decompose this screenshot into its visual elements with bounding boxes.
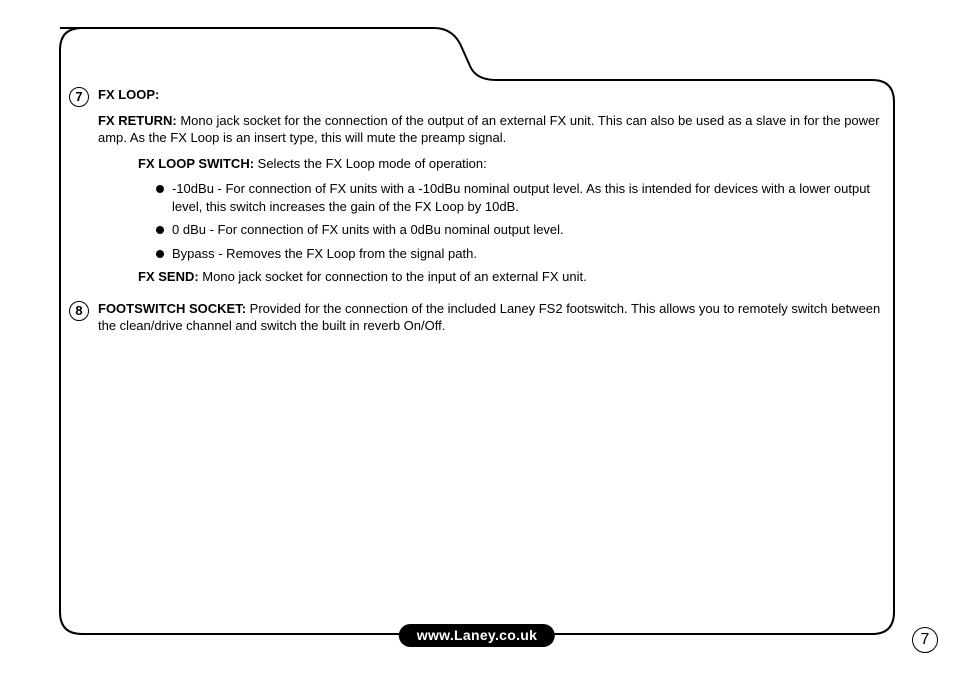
- item-8: 8 FOOTSWITCH SOCKET: Provided for the co…: [60, 300, 896, 343]
- bullet-bypass: Bypass - Removes the FX Loop from the si…: [98, 245, 896, 263]
- fx-return-text: Mono jack socket for the connection of t…: [98, 113, 880, 146]
- bullet-dot-icon: [156, 226, 164, 234]
- item-number-badge: 7: [60, 86, 98, 107]
- fx-loop-heading: FX LOOP:: [98, 86, 896, 104]
- fx-send-label: FX SEND:: [138, 269, 199, 284]
- bullet-dot-icon: [156, 185, 164, 193]
- fx-send-text: Mono jack socket for connection to the i…: [199, 269, 587, 284]
- page-number-circle: 7: [912, 627, 938, 653]
- fx-loop-switch-label: FX LOOP SWITCH:: [138, 156, 254, 171]
- fx-return-label: FX RETURN:: [98, 113, 177, 128]
- bullet-bypass-text: Bypass - Removes the FX Loop from the si…: [172, 245, 896, 263]
- item-number: 7: [75, 88, 82, 106]
- item-7-body: FX LOOP: FX RETURN: Mono jack socket for…: [98, 86, 896, 294]
- bullet-dot-icon: [156, 250, 164, 258]
- bullet-10dbu-text: -10dBu - For connection of FX units with…: [172, 180, 896, 215]
- fx-loop-switch-para: FX LOOP SWITCH: Selects the FX Loop mode…: [98, 155, 896, 173]
- bullet-10dbu: -10dBu - For connection of FX units with…: [98, 180, 896, 215]
- footer-url-text: www.Laney.co.uk: [417, 627, 537, 643]
- item-7: 7 FX LOOP: FX RETURN: Mono jack socket f…: [60, 86, 896, 294]
- item-8-body: FOOTSWITCH SOCKET: Provided for the conn…: [98, 300, 896, 343]
- content-area: 7 FX LOOP: FX RETURN: Mono jack socket f…: [60, 86, 896, 349]
- item-number: 8: [75, 302, 82, 320]
- page-number: 7: [921, 631, 930, 649]
- footer-url-pill: www.Laney.co.uk: [399, 624, 555, 647]
- footswitch-label: FOOTSWITCH SOCKET:: [98, 301, 246, 316]
- fx-send-para: FX SEND: Mono jack socket for connection…: [98, 268, 896, 286]
- bullet-0dbu-text: 0 dBu - For connection of FX units with …: [172, 221, 896, 239]
- footswitch-para: FOOTSWITCH SOCKET: Provided for the conn…: [98, 300, 896, 335]
- bullet-0dbu: 0 dBu - For connection of FX units with …: [98, 221, 896, 239]
- fx-loop-switch-text: Selects the FX Loop mode of operation:: [254, 156, 487, 171]
- fx-return-para: FX RETURN: Mono jack socket for the conn…: [98, 112, 896, 147]
- item-number-badge: 8: [60, 300, 98, 321]
